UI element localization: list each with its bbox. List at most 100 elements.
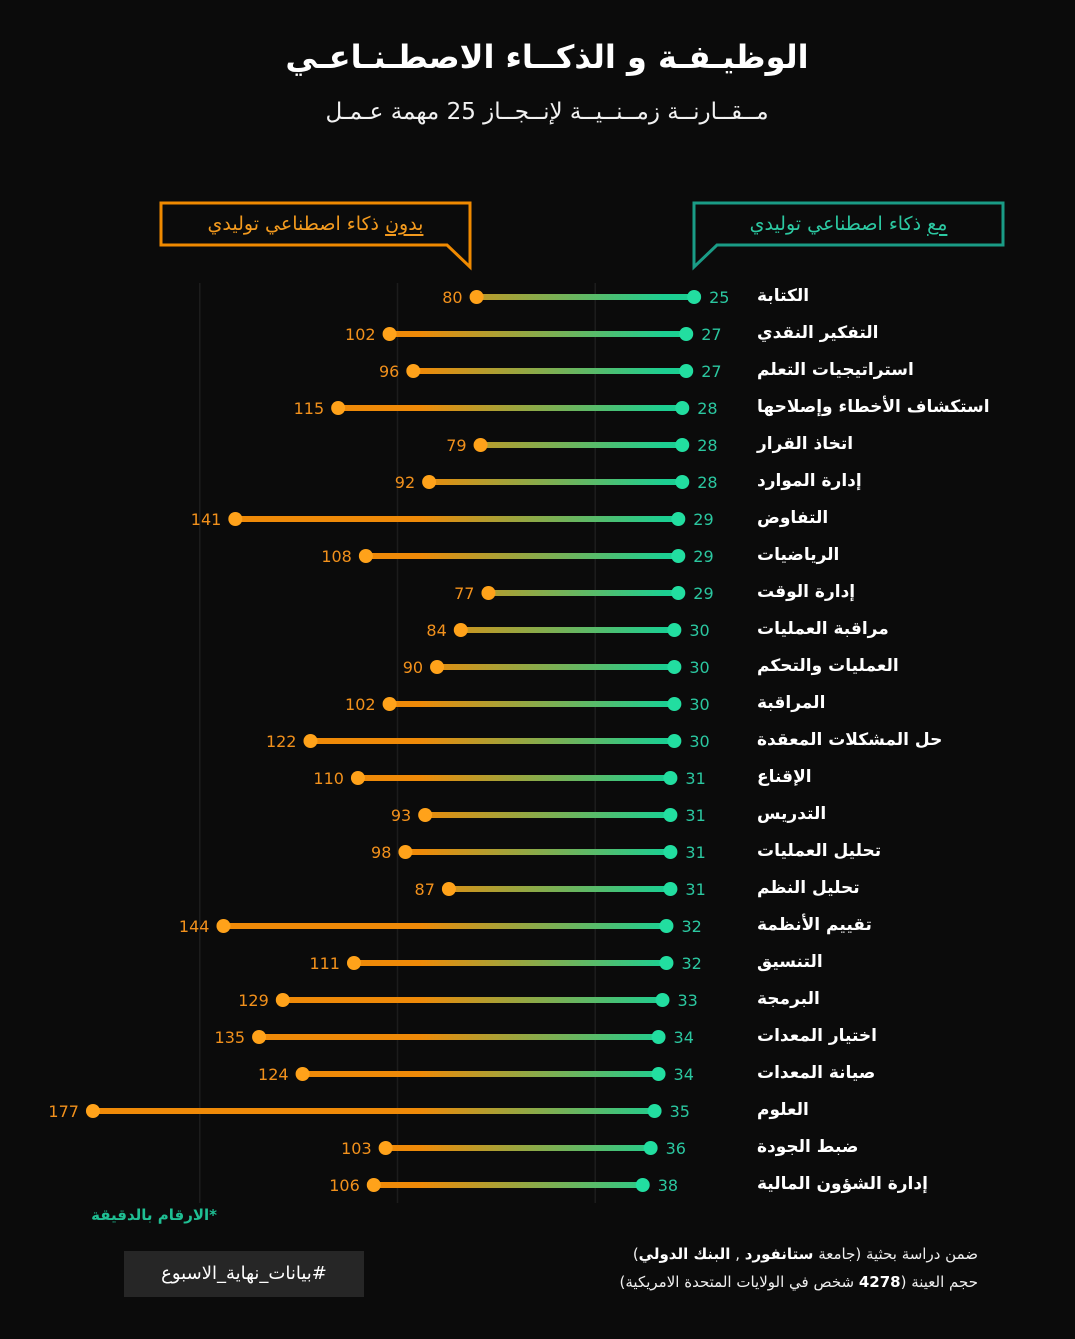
- without-ai-dot: [473, 438, 488, 452]
- with-ai-value-label: 29: [693, 547, 713, 566]
- with-ai-value-label: 29: [693, 510, 713, 529]
- without-ai-dot: [382, 327, 397, 341]
- with-ai-value-label: 32: [681, 917, 701, 936]
- with-ai-value-label: 31: [685, 880, 705, 899]
- dumbbell-row: 87 31: [415, 880, 706, 899]
- dumbbell-row: 92 28: [395, 473, 718, 492]
- dumbbell-row: 93 31: [391, 806, 706, 825]
- category-label: اختيار المعدات: [757, 1026, 877, 1046]
- without-ai-value-label: 115: [294, 399, 325, 418]
- dumbbell-row: 122 30: [266, 732, 710, 751]
- category-label: استراتيجيات التعلم: [757, 360, 914, 380]
- without-ai-dot: [382, 697, 397, 711]
- with-ai-dot: [663, 882, 678, 896]
- without-ai-dot: [418, 808, 433, 822]
- dumbbell-row: 102 30: [345, 695, 710, 714]
- marks-layer: 80 25 102 27 96 27 115 28 79 28 92 28 141 29 108 29 77 29…: [48, 288, 729, 1195]
- without-ai-value-label: 110: [313, 769, 344, 788]
- without-ai-value-label: 90: [403, 658, 423, 677]
- with-ai-value-label: 38: [658, 1176, 678, 1195]
- category-label: التفاوض: [757, 508, 829, 528]
- with-ai-dot: [679, 364, 694, 378]
- sample-rest: شخص في الولايات المتحدة الامريكية): [619, 1273, 859, 1291]
- dumbbell-row: 115 28: [294, 399, 718, 418]
- category-label: الكتابة: [757, 286, 810, 306]
- without-ai-dot: [346, 956, 361, 970]
- category-label: التفكير النقدي: [757, 323, 879, 343]
- legend-label-without-ai: بدون ذكاء اصطناعي توليدي: [207, 213, 424, 235]
- dumbbell-row: 98 31: [371, 843, 706, 862]
- with-ai-dot: [663, 771, 678, 785]
- without-ai-dot: [406, 364, 421, 378]
- hashtag-badge: #بيانات_نهاية_الاسبوع: [124, 1251, 364, 1297]
- category-label: البرمجة: [757, 989, 820, 1009]
- category-label: المراقبة: [757, 693, 826, 713]
- with-ai-dot: [667, 623, 682, 637]
- dumbbell-row: 111 32: [309, 954, 701, 973]
- with-ai-dot: [667, 660, 682, 674]
- without-ai-dot: [252, 1030, 267, 1044]
- without-ai-dot: [469, 290, 484, 304]
- category-label: ضبط الجودة: [757, 1137, 859, 1157]
- without-ai-dot: [453, 623, 468, 637]
- source-separator: ,: [730, 1245, 745, 1263]
- without-ai-dot: [441, 882, 456, 896]
- without-ai-value-label: 84: [426, 621, 446, 640]
- sample-lead: حجم العينة (: [900, 1273, 978, 1291]
- without-ai-value-label: 141: [191, 510, 222, 529]
- dumbbell-row: 108 29: [321, 547, 713, 566]
- with-ai-value-label: 34: [674, 1028, 694, 1047]
- without-ai-value-label: 96: [379, 362, 399, 381]
- with-ai-value-label: 28: [697, 436, 717, 455]
- without-ai-dot: [216, 919, 231, 933]
- dumbbell-row: 110 31: [313, 769, 705, 788]
- without-ai-value-label: 122: [266, 732, 297, 751]
- with-ai-value-label: 27: [701, 362, 721, 381]
- with-ai-dot: [679, 327, 694, 341]
- category-label: العلوم: [757, 1100, 809, 1120]
- legend-label-with-ai: مع ذكاء اصطناعي توليدي: [749, 213, 948, 235]
- with-ai-dot: [675, 438, 690, 452]
- with-ai-dot: [667, 697, 682, 711]
- without-ai-dot: [228, 512, 243, 526]
- with-ai-dot: [663, 845, 678, 859]
- with-ai-dot: [655, 993, 670, 1007]
- with-ai-dot: [687, 290, 702, 304]
- source-close: ): [632, 1245, 639, 1263]
- without-ai-value-label: 135: [215, 1028, 246, 1047]
- dumbbell-row: 129 33: [238, 991, 698, 1010]
- with-ai-dot: [671, 512, 686, 526]
- without-ai-dot: [366, 1178, 381, 1192]
- dumbbell-row: 77 29: [454, 584, 714, 603]
- source-bank: البنك الدولي: [638, 1245, 731, 1263]
- dumbbell-row: 141 29: [191, 510, 714, 529]
- with-ai-value-label: 25: [709, 288, 729, 307]
- category-label: اتخاذ القرار: [757, 434, 854, 454]
- category-label: العمليات والتحكم: [757, 656, 899, 676]
- dumbbell-row: 102 27: [345, 325, 722, 344]
- without-ai-dot: [295, 1067, 310, 1081]
- without-ai-value-label: 102: [345, 325, 376, 344]
- with-ai-value-label: 27: [701, 325, 721, 344]
- category-label: إدارة الموارد: [757, 471, 862, 491]
- without-ai-value-label: 102: [345, 695, 376, 714]
- with-ai-value-label: 29: [693, 584, 713, 603]
- without-ai-value-label: 111: [309, 954, 340, 973]
- dumbbell-row: 177 35: [48, 1102, 690, 1121]
- with-ai-value-label: 35: [670, 1102, 690, 1121]
- category-label: تحليل النظم: [757, 878, 860, 898]
- without-ai-dot: [378, 1141, 393, 1155]
- without-ai-value-label: 80: [442, 288, 462, 307]
- with-ai-dot: [671, 586, 686, 600]
- with-ai-value-label: 30: [689, 621, 709, 640]
- with-ai-dot: [675, 475, 690, 489]
- without-ai-value-label: 108: [321, 547, 352, 566]
- without-ai-value-label: 92: [395, 473, 415, 492]
- without-ai-dot: [430, 660, 445, 674]
- legend-emphasis-word: مع: [927, 213, 948, 235]
- without-ai-dot: [303, 734, 318, 748]
- category-label: الإقناع: [757, 767, 812, 787]
- with-ai-value-label: 30: [689, 732, 709, 751]
